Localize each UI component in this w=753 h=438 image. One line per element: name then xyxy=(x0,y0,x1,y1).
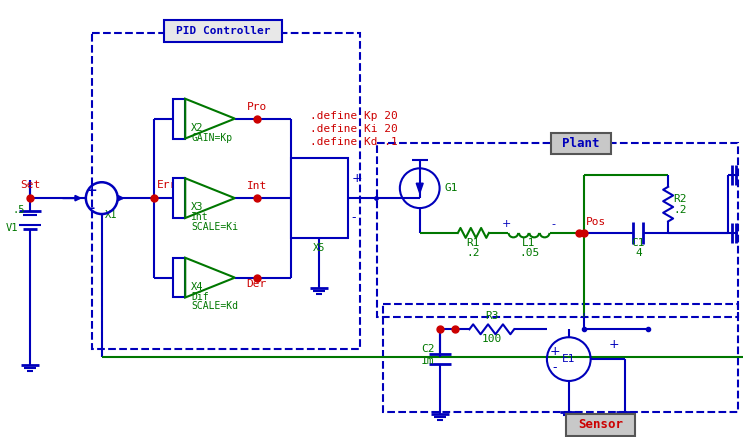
Text: .2: .2 xyxy=(673,205,687,215)
Text: Int: Int xyxy=(247,181,267,191)
Text: .define Kd .1: .define Kd .1 xyxy=(310,137,398,147)
Text: Sensor: Sensor xyxy=(578,418,623,431)
Text: C2: C2 xyxy=(421,344,434,354)
Text: .define Kp 20: .define Kp 20 xyxy=(310,111,398,121)
Text: 4: 4 xyxy=(635,248,642,258)
Text: Set: Set xyxy=(20,180,41,190)
Text: L1: L1 xyxy=(523,238,536,248)
Text: .2: .2 xyxy=(467,248,480,258)
Text: SCALE=Ki: SCALE=Ki xyxy=(191,222,238,232)
Text: Der: Der xyxy=(247,279,267,289)
Bar xyxy=(383,304,738,412)
Bar xyxy=(173,99,185,138)
Text: 1m: 1m xyxy=(421,356,434,366)
Bar xyxy=(377,144,738,318)
Text: Err: Err xyxy=(157,180,177,190)
Text: E1: E1 xyxy=(562,354,575,364)
Text: SCALE=Kd: SCALE=Kd xyxy=(191,301,238,311)
Text: Dif: Dif xyxy=(191,292,209,301)
Polygon shape xyxy=(416,183,423,193)
Bar xyxy=(92,33,360,349)
Text: X4: X4 xyxy=(191,282,203,292)
Text: +: + xyxy=(351,172,361,185)
Bar xyxy=(173,178,185,218)
Text: X5: X5 xyxy=(313,243,325,253)
Text: -: - xyxy=(552,219,556,229)
Text: GAIN=Kp: GAIN=Kp xyxy=(191,133,233,142)
Text: G1: G1 xyxy=(444,183,458,193)
Text: 100: 100 xyxy=(482,334,502,344)
Text: -: - xyxy=(351,212,355,225)
Bar xyxy=(291,159,348,238)
Text: Plant: Plant xyxy=(562,137,599,150)
Text: X2: X2 xyxy=(191,123,203,133)
Text: +: + xyxy=(608,338,619,351)
Text: R3: R3 xyxy=(485,311,498,321)
Text: -: - xyxy=(90,201,94,215)
Text: X1: X1 xyxy=(105,210,117,220)
FancyBboxPatch shape xyxy=(551,133,611,155)
Text: +: + xyxy=(550,345,560,358)
Text: R1: R1 xyxy=(467,238,480,248)
FancyBboxPatch shape xyxy=(566,414,636,436)
Text: Pro: Pro xyxy=(247,102,267,112)
Text: .define Ki 20: .define Ki 20 xyxy=(310,124,398,134)
Text: R2: R2 xyxy=(673,194,687,204)
Text: +: + xyxy=(87,184,97,197)
Text: .5: .5 xyxy=(12,205,25,215)
Text: +: + xyxy=(578,311,589,324)
Text: Σ: Σ xyxy=(311,187,328,215)
Text: +: + xyxy=(502,219,511,229)
Text: C1: C1 xyxy=(632,238,645,248)
Text: -: - xyxy=(553,360,557,374)
FancyBboxPatch shape xyxy=(164,20,282,42)
Text: V1: V1 xyxy=(6,223,19,233)
Bar xyxy=(173,258,185,297)
Text: Int: Int xyxy=(191,212,209,222)
Text: X3: X3 xyxy=(191,202,203,212)
Text: Pos: Pos xyxy=(586,217,606,227)
Text: PID Controller: PID Controller xyxy=(175,26,270,36)
Text: .05: .05 xyxy=(519,248,539,258)
